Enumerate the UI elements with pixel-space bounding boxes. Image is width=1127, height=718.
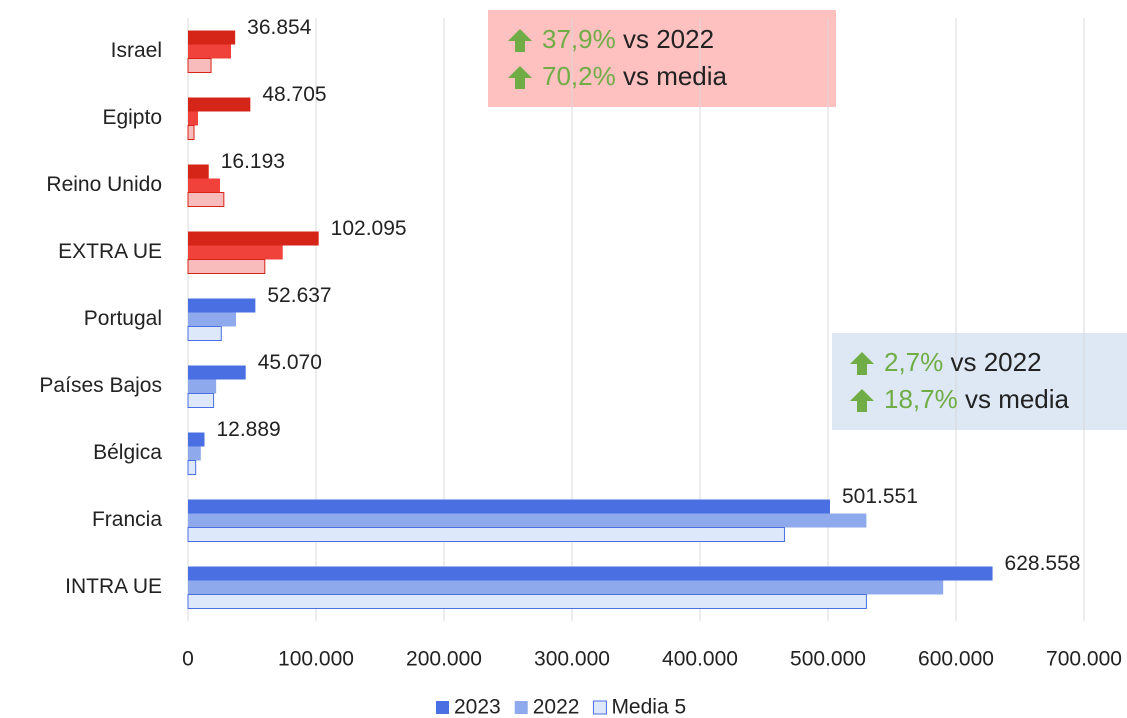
bar — [187, 527, 785, 542]
bar — [188, 231, 319, 246]
bar — [188, 499, 830, 514]
bar — [188, 178, 220, 193]
bar — [188, 312, 236, 327]
annotation: 70,2% vs media — [542, 61, 728, 91]
annotation-space — [943, 347, 950, 377]
annotation-text: vs media — [623, 61, 728, 91]
bar — [188, 446, 201, 461]
bar — [187, 594, 867, 609]
legend-swatch — [436, 701, 449, 714]
data-label: 48.705 — [262, 83, 326, 106]
bar — [188, 580, 944, 595]
x-tick-label: 300.000 — [534, 648, 610, 671]
bar — [188, 245, 283, 260]
annotation-text: vs 2022 — [623, 24, 714, 54]
data-label: 45.070 — [258, 351, 322, 374]
y-tick-label: EXTRA UE — [58, 240, 162, 263]
annotation-value: 70,2% — [542, 61, 616, 91]
data-label: 102.095 — [331, 217, 407, 240]
x-tick-label: 200.000 — [406, 648, 482, 671]
y-tick-label: Israel — [111, 39, 162, 62]
bar — [187, 192, 225, 207]
bar — [187, 460, 197, 475]
data-label: 36.854 — [247, 16, 312, 39]
bar — [188, 44, 232, 59]
legend-label: 2023 — [454, 696, 501, 718]
bar — [188, 513, 867, 528]
annotation-space — [958, 384, 965, 414]
legend-swatch — [592, 700, 607, 715]
annotation-value: 37,9% — [542, 24, 616, 54]
annotation-box — [488, 10, 836, 107]
y-tick-label: Países Bajos — [39, 374, 162, 397]
annotation-box — [832, 333, 1127, 430]
annotation-text: vs media — [965, 384, 1070, 414]
y-tick-label: Bélgica — [93, 441, 162, 464]
y-tick-label: Reino Unido — [46, 173, 162, 196]
bar — [187, 393, 215, 408]
bar — [187, 58, 212, 73]
x-tick-label: 100.000 — [278, 648, 354, 671]
bar — [188, 379, 217, 394]
bar — [188, 97, 251, 112]
bar — [187, 125, 195, 140]
y-tick-label: INTRA UE — [65, 575, 162, 598]
x-tick-label: 400.000 — [662, 648, 738, 671]
legend-swatch — [514, 701, 528, 714]
data-label: 52.637 — [267, 284, 331, 307]
x-tick-label: 600.000 — [918, 648, 994, 671]
annotation-value: 2,7% — [884, 347, 943, 377]
annotation-text: vs 2022 — [951, 347, 1042, 377]
annotation-space — [616, 24, 623, 54]
arrow-icon — [508, 66, 532, 89]
bar — [188, 30, 236, 45]
bar — [188, 432, 205, 447]
y-tick-label: Portugal — [84, 307, 162, 330]
y-tick-label: Francia — [92, 508, 162, 531]
data-label: 12.889 — [216, 418, 280, 441]
annotation-value: 18,7% — [884, 384, 958, 414]
bar — [188, 365, 246, 380]
legend-label: Media 5 — [611, 696, 686, 718]
x-tick-label: 700.000 — [1046, 648, 1122, 671]
data-label: 16.193 — [221, 150, 285, 173]
arrow-icon — [850, 389, 874, 412]
annotation: 2,7% vs 2022 — [884, 347, 1042, 377]
y-tick-label: Egipto — [102, 106, 162, 129]
bar — [187, 259, 266, 274]
arrow-icon — [850, 352, 874, 375]
bar — [188, 566, 993, 581]
x-tick-label: 500.000 — [790, 648, 866, 671]
bar — [188, 111, 198, 126]
legend-label: 2022 — [533, 696, 580, 718]
data-label: 501.551 — [842, 485, 918, 508]
annotation: 18,7% vs media — [884, 384, 1070, 414]
x-tick-label: 0 — [182, 648, 194, 671]
bar — [187, 326, 222, 341]
data-label: 628.558 — [1005, 552, 1081, 575]
bar — [188, 298, 256, 313]
bar — [188, 164, 209, 179]
arrow-icon — [508, 29, 532, 52]
annotation-space — [616, 61, 623, 91]
legend: 2023 2022 Media 5 — [436, 696, 686, 718]
annotation: 37,9% vs 2022 — [542, 24, 714, 54]
